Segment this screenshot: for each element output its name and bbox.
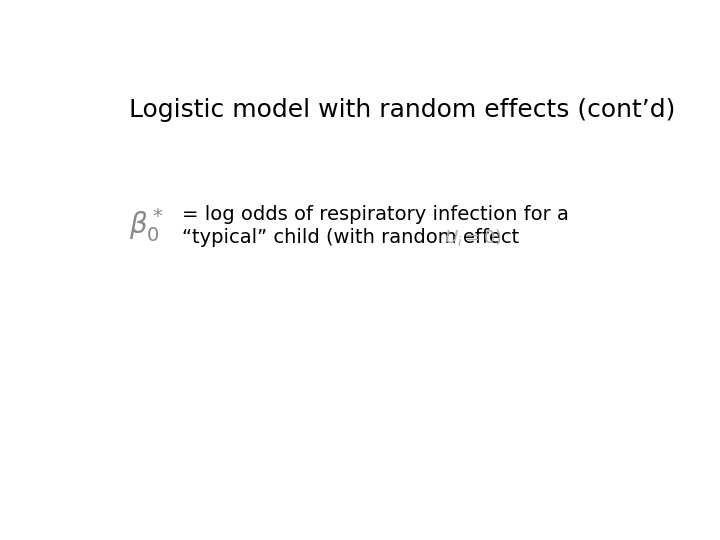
Text: $U_i = 0$): $U_i = 0$): [444, 227, 503, 248]
Text: = log odds of respiratory infection for a: = log odds of respiratory infection for …: [182, 205, 569, 224]
Text: “typical” child (with random effect: “typical” child (with random effect: [182, 228, 519, 247]
Text: Logistic model with random effects (cont’d): Logistic model with random effects (cont…: [129, 98, 675, 122]
Text: $\beta_0^*$: $\beta_0^*$: [129, 206, 164, 244]
